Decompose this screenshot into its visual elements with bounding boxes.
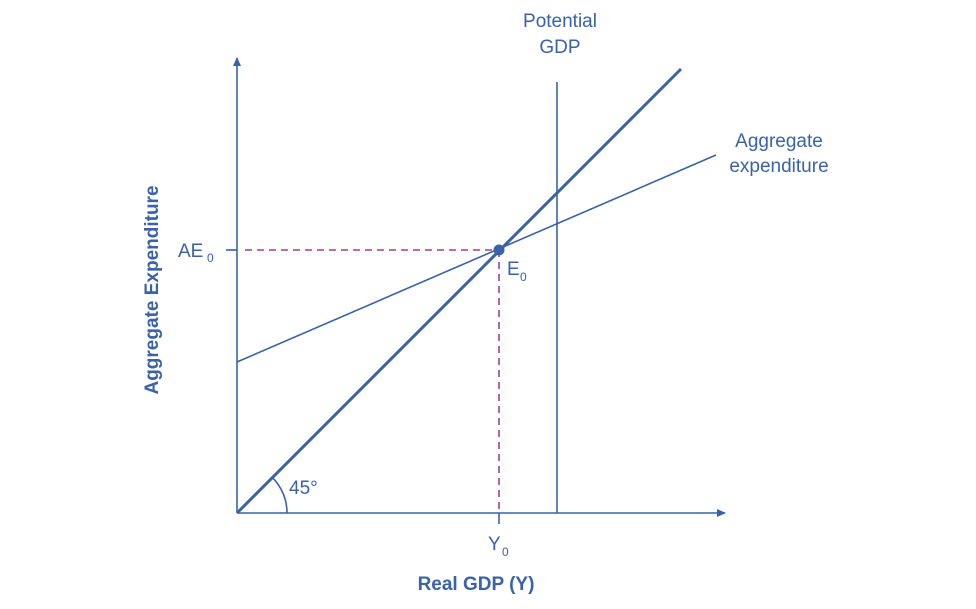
x-axis-label: Real GDP (Y) (418, 574, 535, 595)
potential-gdp-label-2: GDP (539, 37, 580, 58)
aggregate-expenditure-line (236, 154, 717, 363)
angle-arc (271, 477, 288, 514)
potential-gdp-label: Potential (523, 11, 597, 32)
ae-curve-label-2: expenditure (729, 156, 828, 177)
equilibrium-point (493, 244, 505, 256)
angle-label: 45° (289, 478, 318, 499)
ae-curve-label: Aggregate (735, 131, 823, 152)
ae0-subscript: 0 (207, 251, 214, 265)
y-axis-label: Aggregate Expenditure (142, 185, 163, 394)
e0-label: E (507, 259, 520, 280)
y0-label: Y (488, 534, 501, 555)
e0-subscript: 0 (520, 270, 527, 284)
45-degree-line (235, 67, 683, 515)
ae0-label: AE (178, 241, 203, 262)
y0-subscript: 0 (502, 545, 509, 559)
